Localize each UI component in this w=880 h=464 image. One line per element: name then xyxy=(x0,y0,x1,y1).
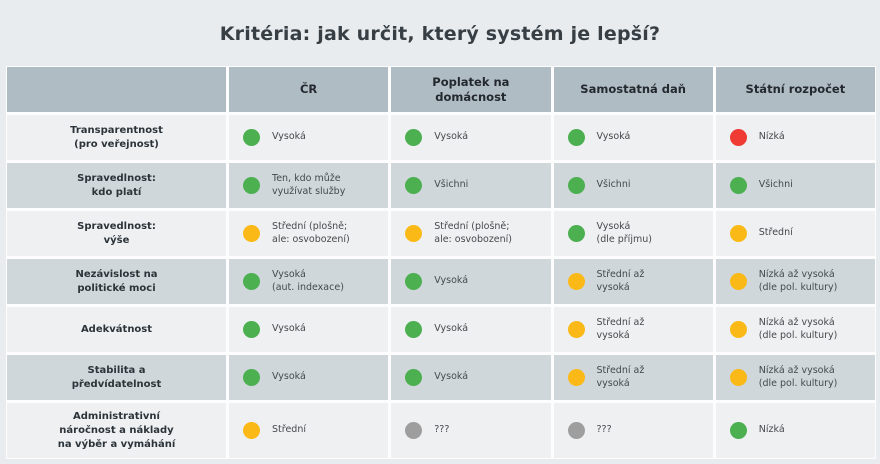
page-title: Kritéria: jak určit, který systém je lep… xyxy=(219,23,661,45)
rating-text: Vysoká xyxy=(272,131,306,143)
row-label: Adekvátnost xyxy=(7,307,226,352)
rating-text: Nízká xyxy=(758,424,785,436)
rating-text: Všichni xyxy=(434,179,469,191)
rating-text: Nízká až vysoká (dle pol. kultury) xyxy=(758,364,838,389)
rating-text: Střední až vysoká xyxy=(596,268,645,293)
row-label: Spravedlnost: výše xyxy=(7,211,226,256)
rating-text: Nízká xyxy=(758,131,785,143)
yellow-dot-icon xyxy=(243,225,260,242)
yellow-dot-icon xyxy=(405,225,423,242)
green-dot-icon xyxy=(405,177,423,194)
rating-text: ??? xyxy=(434,424,450,436)
rating-text: Střední (plošně; ale: osvobození) xyxy=(272,220,350,245)
green-dot-icon xyxy=(243,369,260,386)
header-cell-2: Poplatek na domácnost xyxy=(391,67,551,112)
rating-cell: Ten, kdo může využívat služby xyxy=(229,163,389,208)
rating-cell: Nízká až vysoká (dle pol. kultury) xyxy=(715,307,875,352)
rating-cell: Vysoká xyxy=(391,259,551,304)
rating-cell: ??? xyxy=(553,403,713,458)
rating-text: Vysoká xyxy=(272,323,306,335)
header-cell-empty xyxy=(7,67,226,112)
red-dot-icon xyxy=(729,129,747,146)
rating-text: Střední až vysoká xyxy=(596,316,645,341)
rating-cell: Vysoká (dle příjmu) xyxy=(553,211,713,256)
rating-text: Střední xyxy=(272,424,306,436)
green-dot-icon xyxy=(567,129,585,146)
rating-cell: Střední (plošně; ale: osvobození) xyxy=(229,211,389,256)
row-label: Nezávislost na politické moci xyxy=(7,259,226,304)
rating-text: Všichni xyxy=(758,179,793,191)
green-dot-icon xyxy=(243,129,260,146)
rating-cell: Nízká xyxy=(715,115,875,160)
yellow-dot-icon xyxy=(567,273,585,290)
row-label: Administrativní náročnost a náklady na v… xyxy=(7,403,226,458)
rating-cell: Střední xyxy=(715,211,875,256)
criteria-table: ČR Poplatek na domácnost Samostatná daň Stá… xyxy=(6,66,876,459)
yellow-dot-icon xyxy=(729,225,747,242)
rating-cell: Vysoká xyxy=(553,115,713,160)
rating-text: Vysoká (dle příjmu) xyxy=(596,220,652,245)
rating-cell: Vysoká xyxy=(229,355,389,400)
rating-cell: Všichni xyxy=(553,163,713,208)
rating-cell: Nízká až vysoká (dle pol. kultury) xyxy=(715,355,875,400)
rating-text: Vysoká xyxy=(272,371,306,383)
yellow-dot-icon xyxy=(567,321,585,338)
green-dot-icon xyxy=(405,129,423,146)
rating-text: Všichni xyxy=(596,179,631,191)
green-dot-icon xyxy=(243,273,260,290)
green-dot-icon xyxy=(405,273,423,290)
gray-dot-icon xyxy=(405,422,423,439)
rating-cell: ??? xyxy=(391,403,551,458)
yellow-dot-icon xyxy=(729,321,747,338)
rating-text: Ten, kdo může využívat služby xyxy=(272,172,346,197)
row-label: Spravedlnost: kdo platí xyxy=(7,163,226,208)
rating-cell: Všichni xyxy=(715,163,875,208)
rating-text: Vysoká xyxy=(596,131,631,143)
rating-cell: Vysoká xyxy=(391,355,551,400)
green-dot-icon xyxy=(243,177,260,194)
rating-text: Vysoká xyxy=(434,371,469,383)
yellow-dot-icon xyxy=(729,369,747,386)
rating-cell: Střední xyxy=(229,403,389,458)
rating-text: ??? xyxy=(596,424,612,436)
green-dot-icon xyxy=(405,369,423,386)
rating-text: Vysoká xyxy=(434,275,469,287)
rating-text: Střední až vysoká xyxy=(596,364,645,389)
green-dot-icon xyxy=(729,422,747,439)
rating-cell: Střední až vysoká xyxy=(553,307,713,352)
header-cell-3: Samostatná daň xyxy=(553,67,713,112)
rating-text: Vysoká xyxy=(434,323,469,335)
rating-cell: Střední až vysoká xyxy=(553,259,713,304)
green-dot-icon xyxy=(567,177,585,194)
green-dot-icon xyxy=(405,321,423,338)
row-label: Transparentnost (pro veřejnost) xyxy=(7,115,226,160)
rating-cell: Vysoká xyxy=(391,115,551,160)
rating-text: Střední xyxy=(758,227,793,239)
rating-cell: Všichni xyxy=(391,163,551,208)
rating-cell: Vysoká xyxy=(391,307,551,352)
rating-cell: Nízká xyxy=(715,403,875,458)
gray-dot-icon xyxy=(567,422,585,439)
header-cell-1: ČR xyxy=(229,67,389,112)
header-cell-4: Státní rozpočet xyxy=(715,67,875,112)
rating-cell: Vysoká xyxy=(229,115,389,160)
row-label: Stabilita a předvídatelnost xyxy=(7,355,226,400)
rating-cell: Střední až vysoká xyxy=(553,355,713,400)
green-dot-icon xyxy=(567,225,585,242)
green-dot-icon xyxy=(729,177,747,194)
green-dot-icon xyxy=(243,321,260,338)
rating-cell: Střední (plošně; ale: osvobození) xyxy=(391,211,551,256)
rating-cell: Nízká až vysoká (dle pol. kultury) xyxy=(715,259,875,304)
rating-cell: Vysoká xyxy=(229,307,389,352)
rating-text: Vysoká xyxy=(434,131,469,143)
rating-text: Nízká až vysoká (dle pol. kultury) xyxy=(758,316,838,341)
rating-text: Vysoká (aut. indexace) xyxy=(272,268,344,293)
yellow-dot-icon xyxy=(729,273,747,290)
rating-cell: Vysoká (aut. indexace) xyxy=(229,259,389,304)
rating-text: Střední (plošně; ale: osvobození) xyxy=(434,220,513,245)
yellow-dot-icon xyxy=(243,422,260,439)
rating-text: Nízká až vysoká (dle pol. kultury) xyxy=(758,268,838,293)
yellow-dot-icon xyxy=(567,369,585,386)
